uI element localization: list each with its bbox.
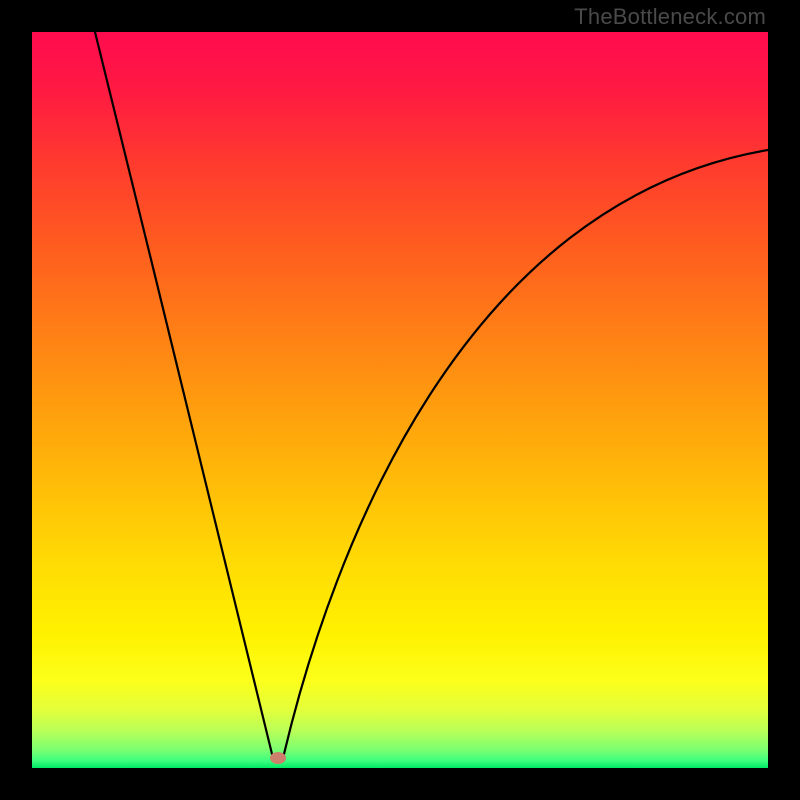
watermark-text: TheBottleneck.com — [574, 4, 766, 30]
curve-left-branch — [95, 32, 272, 754]
chart-container: TheBottleneck.com — [0, 0, 800, 800]
curve-layer — [32, 32, 768, 768]
trough-marker — [270, 752, 286, 764]
curve-right-branch — [284, 150, 768, 754]
